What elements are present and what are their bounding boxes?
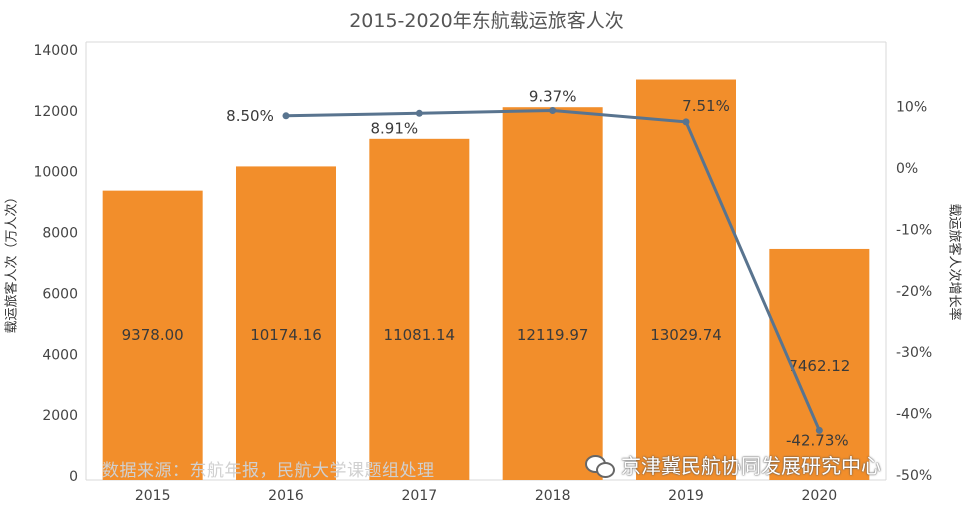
y-tick-label-left: 2000: [42, 408, 78, 424]
y-tick-label-left: 0: [69, 469, 78, 485]
source-note: 数据来源：东航年报，民航大学课题组处理: [102, 461, 435, 481]
y-tick-label-left: 6000: [42, 286, 78, 302]
x-tick-label: 2020: [802, 488, 838, 504]
growth-value-label: -42.73%: [786, 431, 849, 449]
bar-value-label: 9378.00: [122, 326, 184, 344]
bar-value-label: 12119.97: [517, 326, 589, 344]
y2-tick-label: -30%: [896, 345, 932, 361]
bar-value-label: 13029.74: [650, 326, 722, 344]
y2-tick-label: -50%: [896, 468, 932, 484]
y-tick-label-left: 4000: [42, 347, 78, 363]
growth-point: [815, 426, 823, 434]
bar-value-label: 10174.16: [250, 326, 322, 344]
growth-point: [682, 118, 690, 126]
bar-value-label: 11081.14: [384, 326, 456, 344]
y-axis-left-label: 载运旅客人次（万人次）: [4, 190, 20, 334]
growth-value-label: 9.37%: [529, 87, 577, 105]
y2-tick-label: 0%: [896, 161, 918, 177]
growth-value-label: 8.50%: [226, 107, 274, 125]
growth-point: [282, 112, 290, 120]
y2-tick-label: -10%: [896, 222, 932, 238]
growth-value-label: 8.91%: [371, 119, 419, 137]
bar: [502, 107, 603, 480]
x-tick-label: 2016: [268, 488, 304, 504]
x-tick-label: 2019: [668, 488, 704, 504]
watermark: 京津冀民航协同发展研究中心: [585, 450, 881, 479]
y2-tick-label: 10%: [896, 100, 927, 116]
bar: [369, 138, 470, 480]
bar: [636, 79, 736, 481]
bar: [769, 248, 870, 480]
x-tick-label: 2017: [402, 488, 438, 504]
watermark-text: 京津冀民航协同发展研究中心: [621, 454, 881, 478]
x-tick-label: 2018: [535, 488, 571, 504]
bar-value-label: 7462.12: [788, 357, 850, 375]
growth-point: [549, 106, 557, 114]
bar: [102, 190, 203, 480]
growth-value-label: 7.51%: [682, 97, 730, 115]
y2-tick-label: -20%: [896, 284, 932, 300]
y-tick-label-left: 12000: [33, 104, 78, 120]
wechat-icon: [585, 453, 615, 478]
chart-title: 2015-2020年东航载运旅客人次: [349, 10, 624, 32]
bar: [236, 166, 336, 480]
growth-point: [415, 109, 423, 117]
y-tick-label-left: 14000: [33, 43, 78, 59]
y-axis-right-label: 载运旅客人次增长率: [946, 203, 962, 321]
y2-tick-label: -40%: [896, 407, 932, 423]
x-tick-label: 2015: [135, 488, 171, 504]
y-tick-label-left: 8000: [42, 226, 78, 242]
y-tick-label-left: 10000: [33, 165, 78, 181]
